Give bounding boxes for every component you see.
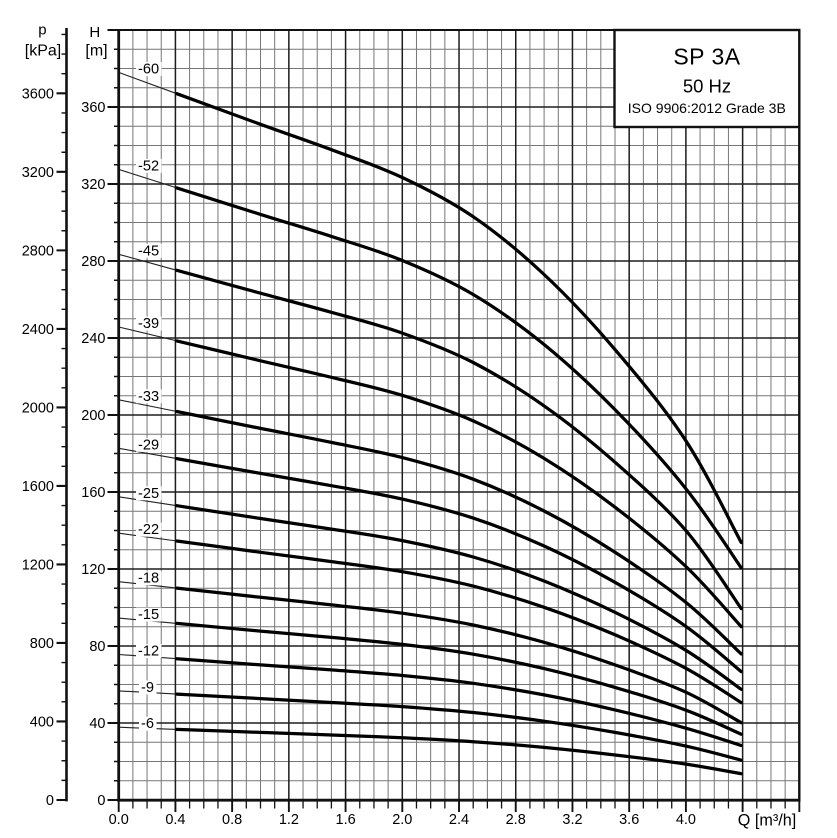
svg-text:ISO 9906:2012 Grade 3B: ISO 9906:2012 Grade 3B (628, 100, 786, 116)
svg-text:1.6: 1.6 (336, 812, 356, 828)
svg-text:40: 40 (89, 716, 105, 732)
svg-text:0.4: 0.4 (165, 812, 185, 828)
svg-text:2.8: 2.8 (506, 812, 526, 828)
svg-text:H: H (89, 24, 100, 41)
svg-text:-60: -60 (138, 61, 159, 77)
svg-text:-15: -15 (138, 607, 159, 623)
svg-text:400: 400 (30, 715, 54, 731)
svg-text:2400: 2400 (22, 322, 54, 338)
svg-text:1200: 1200 (22, 558, 54, 574)
svg-text:320: 320 (81, 177, 105, 193)
svg-text:120: 120 (81, 562, 105, 578)
svg-text:1600: 1600 (22, 479, 54, 495)
svg-text:2800: 2800 (22, 244, 54, 260)
svg-text:280: 280 (81, 254, 105, 270)
svg-text:0: 0 (97, 793, 105, 809)
svg-text:-33: -33 (138, 389, 159, 405)
svg-text:80: 80 (89, 639, 105, 655)
svg-text:-6: -6 (141, 716, 154, 732)
svg-text:[m]: [m] (85, 42, 107, 59)
svg-text:-25: -25 (138, 486, 159, 502)
svg-text:3.2: 3.2 (562, 812, 582, 828)
svg-text:-52: -52 (138, 158, 159, 174)
svg-text:Q [m³/h]: Q [m³/h] (738, 812, 796, 830)
svg-text:50 Hz: 50 Hz (683, 76, 731, 97)
svg-text:SP 3A: SP 3A (673, 44, 740, 70)
svg-text:0.0: 0.0 (109, 812, 129, 828)
svg-text:200: 200 (81, 408, 105, 424)
svg-text:3.6: 3.6 (619, 812, 639, 828)
svg-text:4.0: 4.0 (676, 812, 696, 828)
svg-text:-22: -22 (138, 522, 159, 538)
svg-text:2.4: 2.4 (449, 812, 469, 828)
svg-text:3200: 3200 (22, 165, 54, 181)
svg-text:240: 240 (81, 331, 105, 347)
svg-text:[kPa]: [kPa] (25, 43, 61, 60)
svg-text:2.0: 2.0 (392, 812, 412, 828)
svg-text:-39: -39 (138, 316, 159, 332)
svg-text:-9: -9 (141, 680, 154, 696)
svg-text:p: p (38, 21, 46, 38)
svg-text:3600: 3600 (22, 87, 54, 103)
svg-text:2000: 2000 (22, 401, 54, 417)
svg-text:-45: -45 (138, 243, 159, 259)
svg-text:1.2: 1.2 (279, 812, 299, 828)
svg-text:0: 0 (46, 793, 54, 809)
svg-text:0.8: 0.8 (222, 812, 242, 828)
svg-text:800: 800 (30, 636, 54, 652)
svg-text:-18: -18 (138, 571, 159, 587)
svg-text:-29: -29 (138, 437, 159, 453)
svg-text:-12: -12 (138, 644, 159, 660)
svg-text:160: 160 (81, 485, 105, 501)
svg-text:360: 360 (81, 100, 105, 116)
